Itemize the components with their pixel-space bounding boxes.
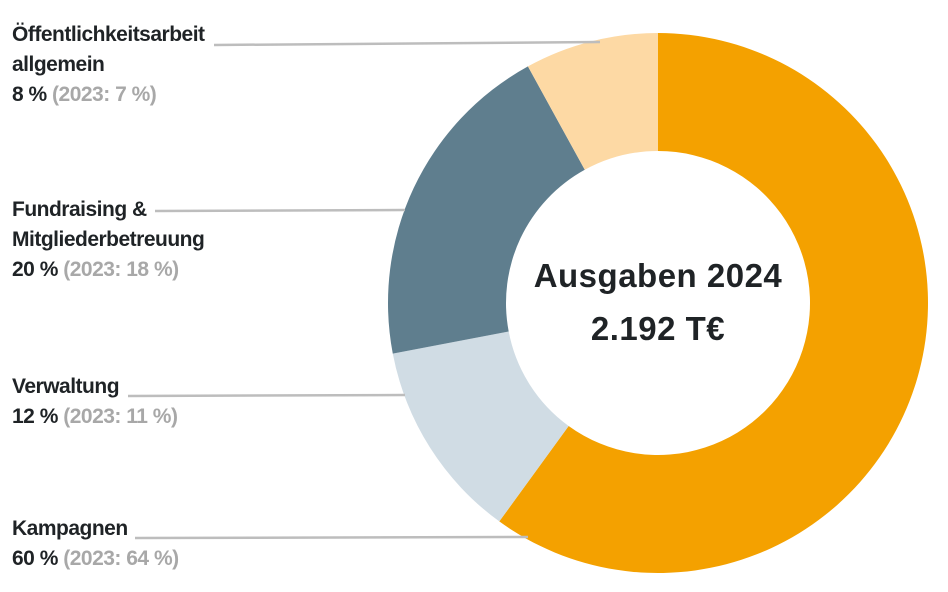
legend-previous-year: (2023: 7 %) (52, 83, 157, 106)
donut-slice-1 (392, 331, 569, 522)
donut-slice-0 (499, 33, 928, 573)
legend-percent: 8 % (12, 83, 47, 106)
legend-label-line1: Fundraising & (12, 198, 147, 221)
donut-slice-3 (527, 33, 658, 170)
legend-kampagnen: Kampagnen 60 % (2023: 64 %) (12, 514, 179, 574)
leader-line-2 (127, 393, 406, 398)
legend-label-line1: Kampagnen (12, 517, 128, 540)
legend-percent: 20 % (12, 258, 58, 281)
leader-line-0 (213, 40, 601, 47)
legend-previous-year: (2023: 18 %) (63, 258, 179, 281)
legend-percent: 12 % (12, 405, 58, 428)
chart-subtitle: 2.192 T€ (590, 310, 726, 347)
legend-label-line1: Öffentlichkeitsarbeit (12, 23, 205, 46)
legend-label-line1: Verwaltung (12, 375, 120, 398)
chart-title: Ausgaben 2024 (533, 257, 783, 294)
legend-verwaltung: Verwaltung 12 % (2023: 11 %) (12, 372, 178, 432)
legend-oeffentlichkeitsarbeit: Öffentlichkeitsarbeit allgemein 8 % (202… (12, 20, 205, 110)
legend-previous-year: (2023: 64 %) (63, 547, 179, 570)
legend-fundraising: Fundraising & Mitgliederbetreuung 20 % (… (12, 195, 205, 285)
leader-line-1 (154, 208, 406, 213)
legend-previous-year: (2023: 11 %) (63, 405, 178, 428)
legend-percent: 60 % (12, 547, 58, 570)
donut-slice-2 (387, 66, 585, 354)
leader-line-3 (134, 535, 529, 540)
legend-label-line2: allgemein (12, 53, 105, 76)
legend-label-line2: Mitgliederbetreuung (12, 228, 205, 251)
